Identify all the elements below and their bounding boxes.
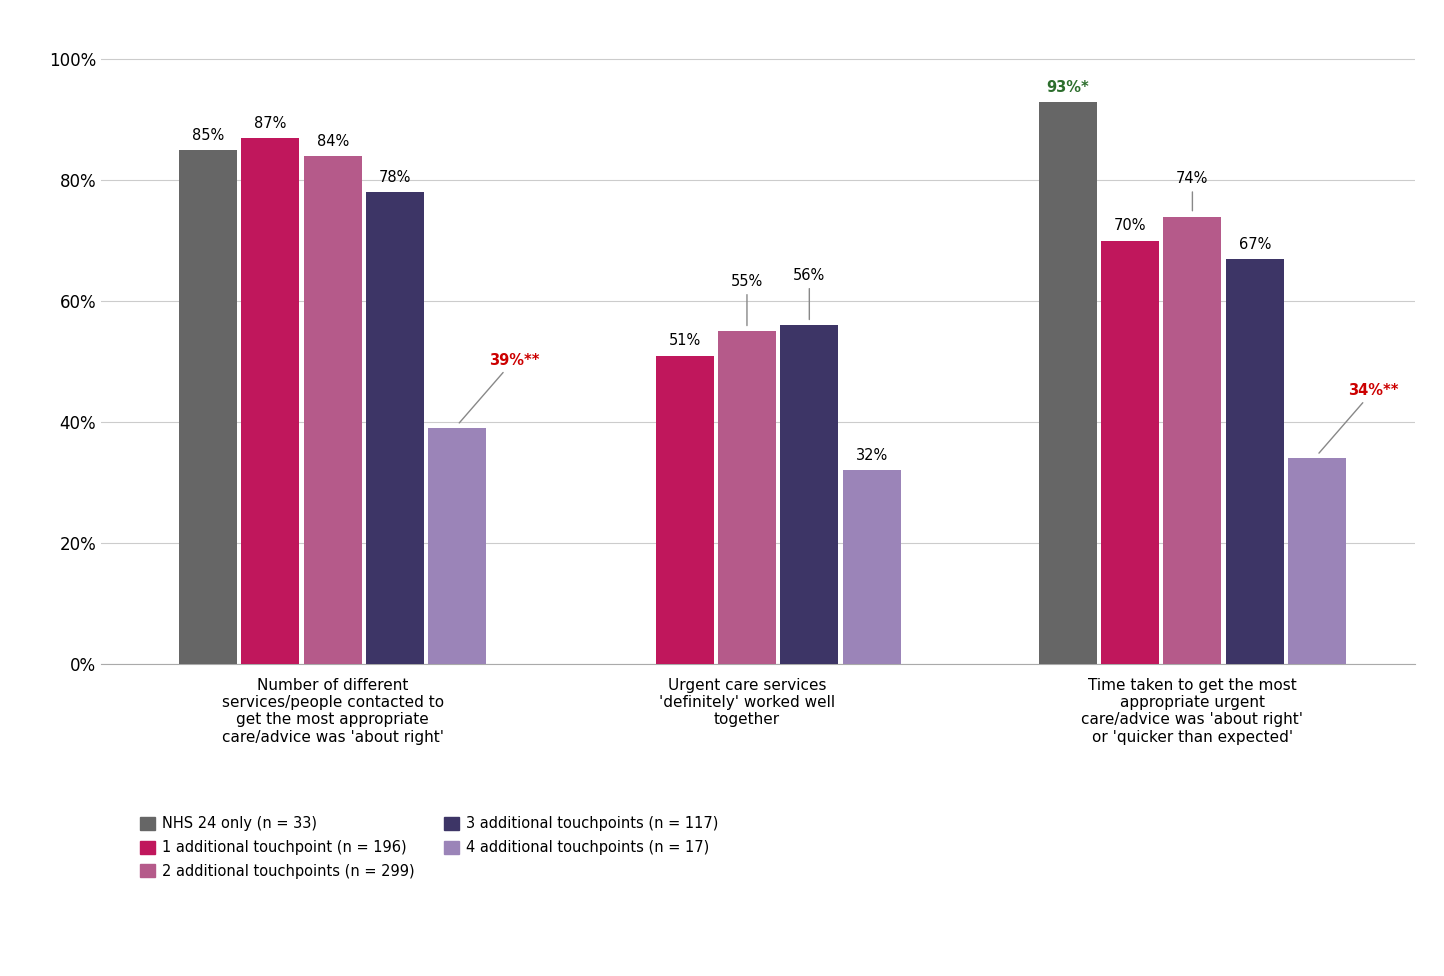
Text: 39%**: 39%** (459, 352, 539, 423)
Text: 85%: 85% (192, 128, 224, 142)
Bar (843, 470, 901, 664)
Text: 74%: 74% (1177, 172, 1209, 211)
Bar (1226, 259, 1284, 664)
Text: 84%: 84% (316, 134, 349, 149)
Bar (303, 156, 361, 664)
Text: 55%: 55% (731, 274, 762, 326)
Legend: NHS 24 only (n = 33), 1 additional touchpoint (n = 196), 2 additional touchpoint: NHS 24 only (n = 33), 1 additional touch… (134, 810, 725, 884)
Text: 56%: 56% (793, 268, 826, 319)
Text: 67%: 67% (1239, 236, 1271, 252)
Text: 32%: 32% (855, 448, 888, 463)
Bar (1164, 217, 1222, 664)
Bar (656, 355, 713, 664)
Text: 78%: 78% (378, 170, 412, 185)
Text: 51%: 51% (669, 333, 700, 348)
Bar (241, 138, 299, 664)
Text: 87%: 87% (254, 116, 286, 131)
Bar (1102, 241, 1160, 664)
Bar (429, 428, 487, 664)
Bar (179, 150, 237, 664)
Text: 93%*: 93%* (1047, 79, 1089, 95)
Bar (718, 332, 775, 664)
Bar (1288, 459, 1346, 664)
Bar (367, 192, 425, 664)
Bar (780, 325, 839, 664)
Text: 34%**: 34%** (1318, 383, 1399, 453)
Bar (1038, 102, 1096, 664)
Text: 70%: 70% (1113, 219, 1147, 233)
